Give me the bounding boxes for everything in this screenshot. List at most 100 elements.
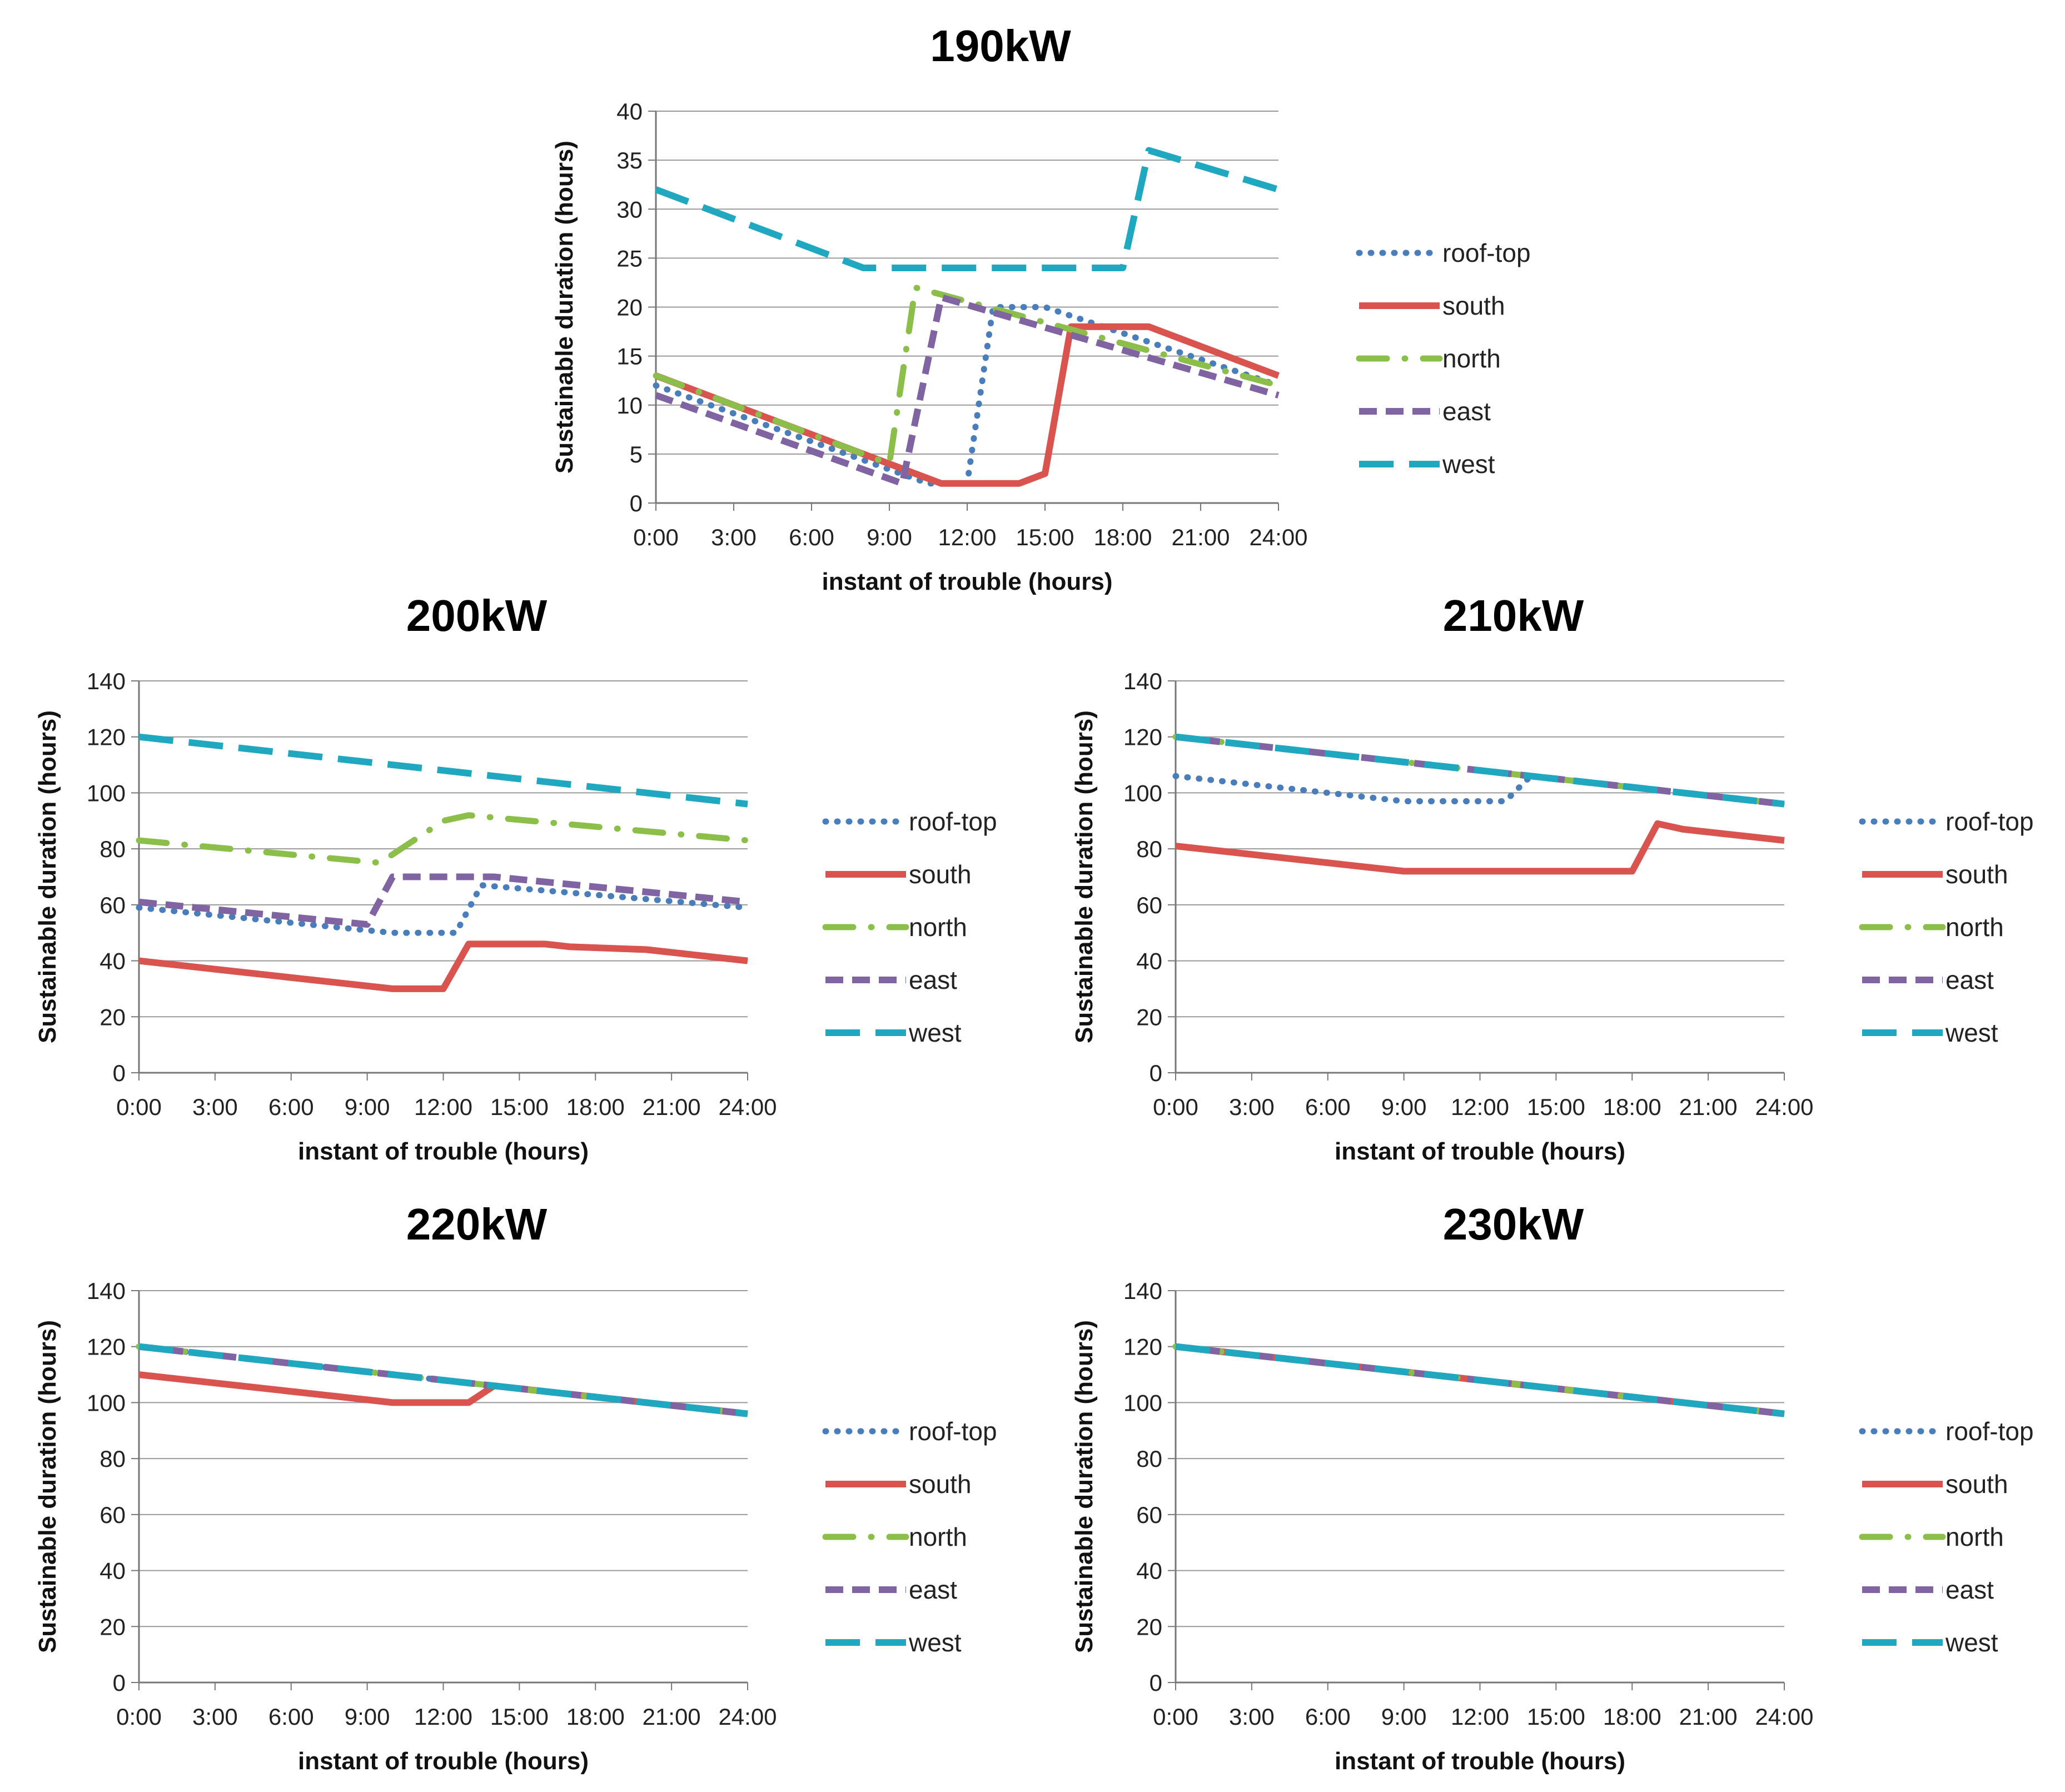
y-tick-label: 120 (87, 1334, 126, 1360)
chart-panel-210kW: 210kW 0 20 40 60 80 100 120 140 0:00 3:00 6:00 9:00 1… (1071, 591, 2034, 1165)
x-tick-label: 6:00 (268, 1704, 314, 1730)
chart-title: 190kW (930, 21, 1071, 71)
y-tick-label: 20 (616, 295, 643, 321)
y-tick-label: 120 (1123, 1334, 1162, 1360)
y-tick-label: 40 (616, 98, 643, 125)
x-tick-label: 24:00 (1755, 1704, 1813, 1730)
chart-title: 210kW (1443, 591, 1584, 640)
legend-label-south: south (909, 1470, 972, 1499)
y-tick-label: 0 (113, 1060, 126, 1086)
x-tick-label: 6:00 (789, 524, 834, 550)
legend-label-west: west (1945, 1018, 1998, 1047)
series-line-north (136, 812, 751, 866)
legend-label-west: west (908, 1628, 962, 1657)
x-tick-label: 0:00 (116, 1704, 162, 1730)
x-tick-label: 9:00 (1381, 1704, 1427, 1730)
legend-label-north: north (909, 1522, 967, 1551)
x-tick-label: 6:00 (268, 1094, 314, 1120)
series-line-west (1175, 733, 1785, 808)
legend-label-south: south (1945, 1470, 2008, 1499)
legend-label-north: north (1442, 344, 1501, 373)
series-line-south (138, 940, 748, 992)
x-tick-label: 0:00 (1153, 1704, 1198, 1730)
chart-panel-200kW: 200kW 0 20 40 60 80 100 120 140 0:00 3:00 6:00 9:00 1… (34, 591, 997, 1165)
legend-label-north: north (1945, 1522, 2004, 1551)
legend-label-east: east (909, 965, 957, 994)
x-tick-label: 9:00 (867, 524, 912, 550)
y-tick-label: 60 (1136, 892, 1162, 918)
legend-label-north: north (909, 913, 967, 942)
x-axis-label: instant of trouble (hours) (822, 568, 1112, 595)
x-tick-label: 12:00 (1451, 1704, 1509, 1730)
legend-label-roof-top: roof-top (909, 1417, 997, 1446)
y-tick-label: 60 (1136, 1502, 1162, 1528)
y-tick-label: 0 (1150, 1670, 1162, 1696)
x-tick-label: 3:00 (192, 1094, 238, 1120)
chart-panel-190kW: 190kW 0 5 10 15 20 25 30 35 40 0:00 3:00 6:00 9:00 12:… (551, 21, 1531, 595)
x-tick-label: 9:00 (345, 1094, 390, 1120)
x-tick-label: 21:00 (643, 1094, 701, 1120)
x-tick-label: 21:00 (1679, 1704, 1738, 1730)
x-tick-label: 18:00 (1093, 524, 1152, 550)
series-line-west (654, 147, 1280, 271)
x-tick-label: 24:00 (718, 1094, 777, 1120)
x-tick-label: 12:00 (1451, 1094, 1509, 1120)
x-tick-label: 6:00 (1305, 1704, 1351, 1730)
legend-label-west: west (1945, 1628, 1998, 1657)
x-axis-label: instant of trouble (hours) (298, 1748, 589, 1775)
y-tick-label: 140 (1123, 668, 1162, 694)
y-tick-label: 5 (630, 441, 643, 467)
y-tick-label: 80 (99, 836, 126, 862)
y-axis-label: Sustainable duration (hours) (1071, 1320, 1098, 1653)
y-tick-label: 30 (616, 196, 643, 222)
series-line-north (653, 284, 1282, 467)
y-tick-label: 80 (1136, 1446, 1162, 1472)
legend-label-south: south (1945, 860, 2008, 889)
x-tick-label: 15:00 (1527, 1094, 1585, 1120)
y-tick-label: 120 (1123, 724, 1162, 750)
y-tick-label: 120 (87, 724, 126, 750)
legend-label-east: east (1945, 965, 1994, 994)
chart-title: 200kW (406, 591, 548, 640)
legend-label-west: west (1442, 450, 1495, 479)
x-axis-label: instant of trouble (hours) (298, 1138, 589, 1165)
y-tick-label: 100 (87, 1390, 126, 1416)
y-axis-label: Sustainable duration (hours) (34, 1320, 61, 1653)
x-axis-label: instant of trouble (hours) (1335, 1748, 1625, 1775)
x-tick-label: 15:00 (490, 1094, 549, 1120)
x-tick-label: 3:00 (711, 524, 757, 550)
legend-label-roof-top: roof-top (1945, 1417, 2034, 1446)
y-tick-label: 60 (99, 892, 126, 918)
x-tick-label: 21:00 (1171, 524, 1230, 550)
y-tick-label: 40 (99, 948, 126, 974)
y-tick-label: 40 (1136, 1558, 1162, 1584)
x-tick-label: 6:00 (1305, 1094, 1351, 1120)
legend-label-north: north (1945, 913, 2004, 942)
x-tick-label: 9:00 (1381, 1094, 1427, 1120)
x-tick-label: 9:00 (345, 1704, 390, 1730)
x-tick-label: 15:00 (1016, 524, 1074, 550)
x-tick-label: 18:00 (566, 1094, 625, 1120)
series-line-east (654, 293, 1280, 487)
series-line-west (138, 733, 748, 808)
y-axis-label: Sustainable duration (hours) (34, 710, 61, 1043)
x-tick-label: 24:00 (718, 1704, 777, 1730)
x-tick-label: 3:00 (192, 1704, 238, 1730)
y-tick-label: 40 (1136, 948, 1162, 974)
x-tick-label: 12:00 (414, 1094, 472, 1120)
x-tick-label: 15:00 (490, 1704, 549, 1730)
series-line-roof-top (1172, 773, 1788, 808)
x-tick-label: 18:00 (1603, 1094, 1661, 1120)
x-tick-label: 15:00 (1527, 1704, 1585, 1730)
y-axis-label: Sustainable duration (hours) (551, 141, 578, 474)
x-tick-label: 12:00 (414, 1704, 472, 1730)
legend-label-roof-top: roof-top (909, 807, 997, 836)
y-tick-label: 140 (1123, 1278, 1162, 1304)
series-line-roof-top (136, 882, 751, 936)
chart-title: 220kW (406, 1199, 548, 1249)
y-tick-label: 60 (99, 1502, 126, 1528)
series-line-west (1175, 1343, 1785, 1417)
chart-title: 230kW (1443, 1199, 1584, 1249)
series-line-west (138, 1343, 748, 1417)
